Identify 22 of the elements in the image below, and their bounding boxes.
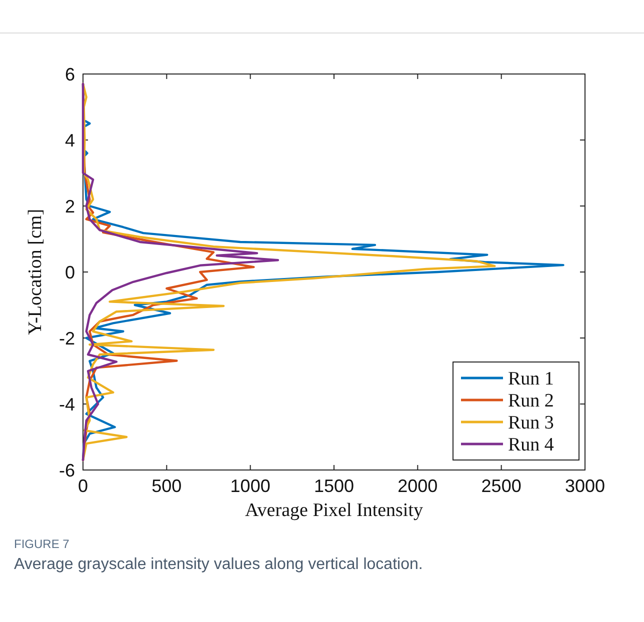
y-tick-label: -2 [58,328,75,348]
legend-label: Run 3 [508,412,554,434]
y-axis-title: Y-Location [cm] [25,208,46,336]
y-tick-label: -6 [58,460,75,480]
y-tick-label: -4 [58,394,75,414]
x-tick-label: 2000 [398,476,438,496]
y-tick-label: 6 [64,64,75,84]
x-tick-label: 1000 [230,476,270,496]
x-tick-label: 0 [78,476,88,496]
y-tick-label: 0 [64,262,75,282]
x-tick-label: 3000 [564,476,606,496]
x-axis-title: Average Pixel Intensity [245,500,424,521]
legend-label: Run 1 [508,368,554,390]
x-tick-label: 500 [152,476,182,496]
y-tick-label: 4 [64,130,75,150]
legend-label: Run 2 [508,390,554,412]
caption: FIGURE 7 [14,537,70,551]
x-tick-label: 1500 [314,476,354,496]
legend-label: Run 4 [508,434,554,456]
x-tick-label: 2500 [481,476,522,496]
text: Average grayscale intensity values along vertical location. [14,556,423,573]
y-tick-label: 2 [64,196,75,216]
